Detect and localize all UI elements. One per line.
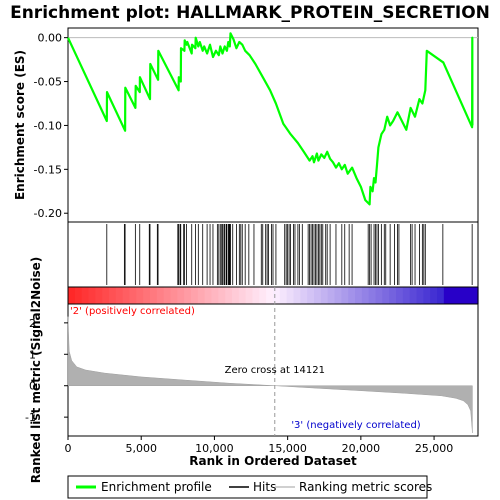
colorbar-segment — [225, 287, 233, 304]
legend-label-ranking: Ranking metric scores — [299, 480, 432, 494]
colorbar-segment — [457, 287, 465, 304]
colorbar-segment — [150, 287, 158, 304]
correlation-colorbar — [68, 287, 479, 304]
colorbar-segment — [327, 287, 336, 304]
colorbar-segment — [74, 287, 83, 304]
es-y-axis-label: Enrichment score (ES) — [13, 50, 27, 200]
colorbar-segment — [382, 287, 390, 304]
colorbar-segment — [430, 287, 438, 304]
es-y-tick-label: -0.15 — [34, 163, 62, 176]
colorbar-segment — [245, 287, 254, 304]
colorbar-segment — [266, 287, 274, 304]
es-y-tick-label: -0.05 — [34, 76, 62, 89]
colorbar-segment — [204, 287, 213, 304]
ranked-x-tick-label: 10,000 — [195, 442, 234, 455]
ranked-x-tick-label: 15,000 — [268, 442, 307, 455]
colorbar-segment — [95, 287, 103, 304]
colorbar-segment — [300, 287, 308, 304]
colorbar-segment — [259, 287, 267, 304]
colorbar-segment — [348, 287, 356, 304]
zero-cross-label: Zero cross at 14121 — [225, 365, 325, 376]
colorbar-segment — [163, 287, 172, 304]
colorbar-segment — [471, 287, 479, 304]
ranked-x-tick-label: 25,000 — [415, 442, 454, 455]
colorbar-segment — [341, 287, 349, 304]
colorbar-segment — [81, 287, 90, 304]
colorbar-segment — [416, 287, 424, 304]
colorbar-segment — [238, 287, 247, 304]
colorbar-segment — [273, 287, 281, 304]
colorbar-segment — [389, 287, 397, 304]
colorbar-segment — [197, 287, 206, 304]
colorbar-segment — [211, 287, 219, 304]
colorbar-segment — [334, 287, 342, 304]
colorbar-segment — [218, 287, 226, 304]
colorbar-segment — [109, 287, 117, 304]
colorbar-segment — [314, 287, 322, 304]
chart-title: Enrichment plot: HALLMARK_PROTEIN_SECRET… — [10, 3, 490, 23]
negative-correlation-label: '3' (negatively correlated) — [291, 420, 420, 431]
ranking-metric-area — [67, 316, 473, 433]
hits-rug — [106, 224, 473, 285]
ranked-y-axis-label: Ranked list metric (Signal2Noise) — [29, 257, 43, 484]
ranked-x-axis-label: Rank in Ordered Dataset — [189, 454, 357, 468]
colorbar-segment — [443, 287, 452, 304]
colorbar-segment — [177, 287, 185, 304]
colorbar-segment — [279, 287, 288, 304]
legend: Enrichment profile Hits Ranking metric s… — [67, 475, 432, 499]
ranked-x-tick-label: 20,000 — [342, 442, 381, 455]
colorbar-segment — [122, 287, 131, 304]
colorbar-segment — [375, 287, 383, 304]
es-y-tick-label: -0.20 — [34, 207, 62, 220]
colorbar-segment — [437, 287, 445, 304]
ranked-x-tick-label: 0 — [65, 442, 72, 455]
colorbar-segment — [450, 287, 459, 304]
ranked-y-tick-label: 1 — [29, 348, 36, 361]
ranking-metric-fill — [67, 316, 473, 433]
colorbar-segment — [191, 287, 199, 304]
positive-correlation-label: '2' (positively correlated) — [70, 306, 195, 317]
ranked-x-tick-label: 5,000 — [125, 442, 157, 455]
enrichment-profile-path — [67, 32, 474, 206]
es-y-tick-label: -0.10 — [34, 119, 62, 132]
colorbar-segment — [156, 287, 165, 304]
colorbar-segment — [143, 287, 151, 304]
colorbar-segment — [232, 287, 240, 304]
colorbar-segment — [88, 287, 96, 304]
ranked-y-tick-label: -1 — [25, 411, 36, 424]
colorbar-segment — [402, 287, 411, 304]
ranked-y-tick-label: 0 — [29, 380, 36, 393]
colorbar-segment — [361, 287, 370, 304]
ranked-y-axis: 2 1 0 -1 — [25, 317, 68, 424]
colorbar-segment — [293, 287, 301, 304]
ranked-y-tick-label: 2 — [29, 317, 36, 330]
es-panel-frame — [67, 27, 479, 223]
es-y-tick-label: 0.00 — [38, 32, 63, 45]
enrichment-profile-line — [67, 32, 474, 206]
colorbar-segment — [320, 287, 329, 304]
colorbar-segment — [368, 287, 377, 304]
colorbar-segment — [286, 287, 295, 304]
colorbar-segment — [184, 287, 192, 304]
ranked-x-axis: 0 5,000 10,000 15,000 20,000 25,000 — [65, 436, 454, 455]
colorbar-segment — [252, 287, 260, 304]
legend-label-enrichment: Enrichment profile — [101, 480, 212, 494]
colorbar-segment — [136, 287, 144, 304]
colorbar-segment — [355, 287, 363, 304]
colorbar-segment — [170, 287, 178, 304]
legend-label-hits: Hits — [253, 480, 276, 494]
colorbar-segment — [396, 287, 404, 304]
colorbar-segment — [115, 287, 124, 304]
colorbar-segment — [423, 287, 431, 304]
colorbar-segment — [102, 287, 110, 304]
colorbar-segment — [68, 287, 76, 304]
colorbar-segment — [464, 287, 472, 304]
colorbar-segment — [129, 287, 137, 304]
es-y-axis: 0.00 -0.05 -0.10 -0.15 -0.20 — [34, 32, 478, 220]
colorbar-segment — [307, 287, 315, 304]
colorbar-segment — [409, 287, 418, 304]
